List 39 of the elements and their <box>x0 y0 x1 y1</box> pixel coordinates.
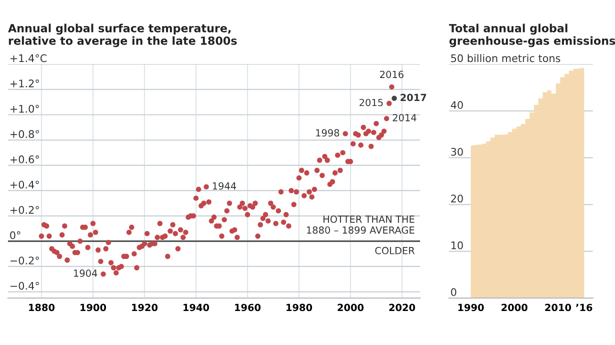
y-tick-label: 40 <box>450 101 463 109</box>
y-tick-label: 0 <box>451 288 456 296</box>
x-tick-label: 1880 <box>29 304 55 312</box>
y-tick-label: 20 <box>451 194 463 202</box>
y-tick-label: 10 <box>451 241 463 250</box>
annotation: 1944 <box>212 182 236 190</box>
x-tick-label: 1940 <box>184 304 210 312</box>
x-tick-label: 1980 <box>286 304 312 312</box>
x-tick-label: 1900 <box>80 304 106 312</box>
annotation: HOTTER THAN THE 1880 – 1899 AVERAGE <box>306 216 414 234</box>
y-tick-label: −0.4° <box>10 282 39 290</box>
chart-title: Annual global surface temperature, relative to average in the late 1800s <box>8 24 237 48</box>
y-tick-label: +0.4° <box>10 180 39 189</box>
x-tick-label: ’16 <box>576 304 592 312</box>
y-tick-label: 0° <box>10 231 20 240</box>
annotation: 1998 <box>316 129 340 137</box>
x-tick-label: 2020 <box>389 304 416 312</box>
y-tick-label: +1.4°C <box>10 54 47 62</box>
annotation: 2016 <box>380 70 404 78</box>
y-tick-label: +0.6° <box>10 155 39 164</box>
y-tick-label: +1.2° <box>10 80 39 88</box>
x-tick-label: 1920 <box>132 304 158 312</box>
y-tick-label: +0.8° <box>10 130 39 138</box>
chart-title: Total annual global greenhouse-gas emissions <box>449 24 615 48</box>
y-tick-label: +0.2° <box>10 206 39 214</box>
y-tick-label: +1.0° <box>10 104 39 113</box>
x-tick-label: 2010 <box>545 304 572 312</box>
x-tick-label: 1990 <box>458 304 484 312</box>
y-tick-label: 30 <box>451 148 463 156</box>
y-tick-label: 50 billion metric tons <box>451 54 560 62</box>
y-tick-label: −0.2° <box>10 256 39 264</box>
annotation: 2015 <box>360 98 383 106</box>
x-tick-label: 1960 <box>235 304 261 312</box>
annotation: 2017 <box>400 94 426 102</box>
annotation: COLDER <box>375 246 415 254</box>
annotation: 1904 <box>74 270 98 277</box>
annotation: 2014 <box>392 114 416 122</box>
x-tick-label: 2000 <box>338 304 364 312</box>
x-tick-label: 2000 <box>502 304 528 312</box>
